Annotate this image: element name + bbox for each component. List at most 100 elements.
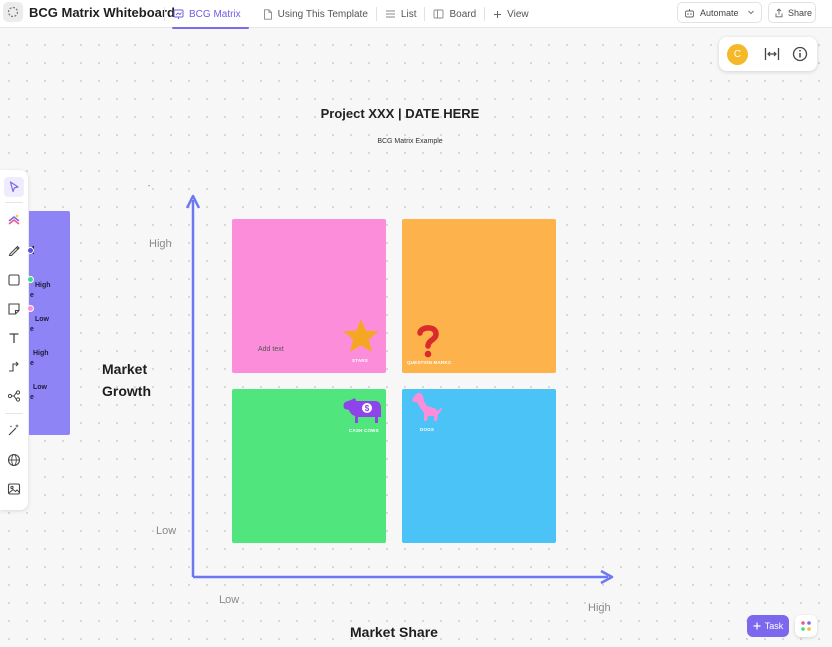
y-axis-title-line: Market (102, 361, 148, 377)
mindmap-tool[interactable] (4, 386, 24, 406)
pen-icon (8, 245, 20, 257)
share-button[interactable]: Share (768, 2, 816, 23)
quadrant-label: DOGS (420, 427, 435, 432)
square-icon (8, 274, 20, 286)
magic-wand-icon (8, 424, 19, 436)
tab-label: BCG Matrix (189, 8, 241, 20)
tab-label: View (507, 8, 529, 20)
connector-tool[interactable] (4, 357, 24, 377)
legend-line: High (35, 282, 51, 289)
y-axis-high-label[interactable]: High (149, 238, 172, 250)
tab-bcg-matrix[interactable]: BCG Matrix (165, 0, 249, 29)
dog-icon (412, 392, 442, 421)
legend-line: Low (33, 384, 47, 391)
tab-divider (424, 7, 426, 21)
legend-line: e (30, 292, 34, 299)
quadrant-dogs[interactable]: DOGS (402, 389, 556, 543)
fit-width-icon[interactable] (764, 46, 780, 62)
tab-label: Using This Template (277, 8, 368, 20)
tab-label: List (400, 8, 417, 20)
y-axis-arrowhead (185, 194, 201, 209)
legend-line: Low (35, 316, 49, 323)
robot-icon (685, 8, 694, 17)
ai-tool[interactable] (4, 210, 24, 230)
quadrant-label: CASH COWS (349, 428, 379, 433)
tab-list[interactable]: List (377, 0, 425, 28)
apps-button[interactable] (795, 615, 817, 637)
info-icon[interactable] (792, 46, 808, 62)
text-tool[interactable] (4, 328, 24, 348)
whiteboard-app-icon[interactable] (3, 2, 23, 22)
legend-line: e (30, 394, 34, 401)
star-icon (343, 319, 379, 352)
select-tool[interactable] (4, 177, 24, 197)
text-icon (9, 333, 19, 343)
image-icon (7, 483, 21, 495)
x-axis-title[interactable]: Market Share (350, 624, 438, 640)
cursor-icon (9, 181, 19, 193)
canvas-title[interactable]: Project XXX | DATE HERE (320, 106, 480, 121)
page-title: BCG Matrix Whiteboard (29, 5, 175, 20)
quadrant-stars[interactable]: Add text STARS (232, 219, 386, 373)
board-icon (434, 9, 444, 19)
automate-label: Automate (700, 7, 739, 18)
dash-mark: - (148, 183, 151, 190)
toolbar-divider (5, 202, 23, 203)
presence-panel: C (719, 37, 817, 71)
apps-grid-icon (801, 621, 811, 631)
plus-icon (494, 10, 502, 18)
tab-divider (484, 7, 486, 21)
sticky-note-tool[interactable] (4, 299, 24, 319)
task-label: Task (764, 621, 784, 631)
pen-tool[interactable] (4, 240, 24, 260)
top-bar: BCG Matrix Whiteboard BCG Matrix Using T… (0, 0, 832, 29)
chevron-down-icon[interactable] (746, 7, 756, 17)
x-axis-low-label[interactable]: Low (219, 594, 240, 606)
y-axis-title-line: Growth (102, 383, 151, 399)
tab-using-this-template[interactable]: Using This Template (255, 0, 376, 28)
add-task-button[interactable]: Task (747, 615, 789, 637)
automate-button[interactable]: Automate (677, 2, 762, 23)
add-text-placeholder[interactable]: Add text (258, 346, 284, 353)
legend-card[interactable]: d High e Low e High e Low e (29, 211, 70, 435)
tab-board[interactable]: Board (425, 0, 484, 28)
legend-line: High (33, 350, 49, 357)
tab-divider (375, 7, 377, 21)
resize-handle[interactable] (27, 305, 34, 312)
add-view-button[interactable]: View (485, 0, 537, 28)
y-axis-title[interactable]: Market Growth (102, 358, 151, 402)
shape-tool[interactable] (4, 270, 24, 290)
svg-text:$: $ (365, 404, 370, 413)
tab-divider (164, 7, 165, 21)
resize-handle[interactable] (27, 247, 34, 254)
magic-tool[interactable] (4, 420, 24, 440)
question-mark-icon (417, 325, 439, 358)
sticky-note-icon (8, 303, 20, 315)
plus-icon (753, 622, 761, 630)
canvas-subtitle[interactable]: BCG Matrix Example (377, 138, 443, 145)
x-axis-arrowhead (600, 569, 614, 585)
list-icon (385, 10, 395, 18)
share-icon (775, 7, 783, 17)
legend-line: e (30, 360, 34, 367)
quadrant-question-marks[interactable]: QUESTION MARKS (402, 219, 556, 373)
clickup-ai-icon (8, 214, 20, 225)
image-tool[interactable] (4, 479, 24, 499)
avatar[interactable]: C (727, 44, 748, 65)
y-axis-low-label[interactable]: Low (156, 525, 177, 537)
share-label: Share (788, 7, 813, 18)
toolbar-divider (5, 413, 23, 414)
quadrant-label: STARS (352, 358, 368, 363)
left-toolbar (0, 170, 28, 510)
resize-handle[interactable] (27, 276, 34, 283)
tab-label: Board (449, 8, 477, 20)
quadrant-cash-cows[interactable]: $ CASH COWS (232, 389, 386, 543)
embed-tool[interactable] (4, 450, 24, 470)
cash-cow-icon: $ (343, 398, 381, 423)
mindmap-icon (7, 390, 21, 402)
globe-icon (7, 453, 21, 467)
view-tabs: BCG Matrix Using This Template List Boar… (164, 0, 537, 29)
x-axis-high-label[interactable]: High (588, 602, 611, 614)
whiteboard-icon (173, 9, 184, 19)
doc-icon (263, 8, 272, 20)
